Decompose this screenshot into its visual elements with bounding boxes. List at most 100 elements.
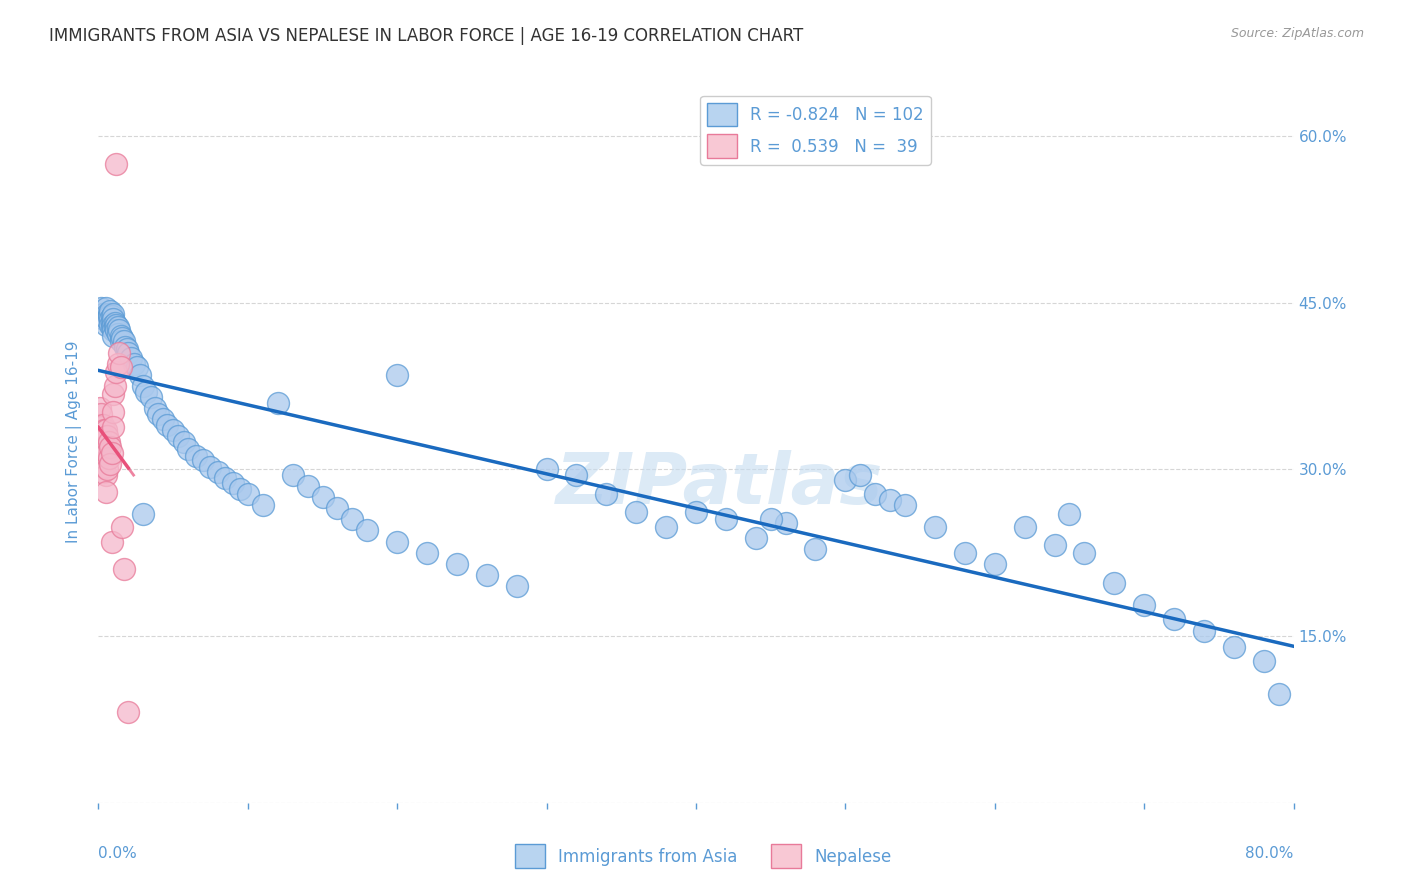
Point: [1133, 598, 1156, 612]
Point: [236, 487, 259, 501]
Point: [148, 407, 170, 421]
Point: [93, 442, 115, 457]
Point: [475, 568, 498, 582]
Point: [98, 318, 122, 332]
Point: [94, 484, 117, 499]
Point: [104, 379, 127, 393]
Point: [94, 453, 117, 467]
Point: [110, 334, 132, 349]
Point: [91, 417, 114, 432]
Point: [849, 467, 872, 482]
Point: [103, 323, 125, 337]
Point: [1163, 612, 1185, 626]
Legend: Immigrants from Asia, Nepalese: Immigrants from Asia, Nepalese: [508, 838, 898, 875]
Point: [105, 156, 128, 170]
Point: [129, 368, 152, 382]
Point: [1014, 520, 1036, 534]
Point: [108, 345, 131, 359]
Point: [152, 412, 174, 426]
Point: [685, 505, 707, 519]
Point: [416, 546, 439, 560]
Point: [110, 360, 132, 375]
Point: [97, 434, 120, 449]
Point: [96, 445, 118, 459]
Point: [98, 304, 122, 318]
Point: [96, 462, 118, 476]
Point: [595, 487, 617, 501]
Point: [281, 467, 304, 482]
Point: [184, 449, 207, 463]
Point: [89, 417, 111, 432]
Point: [105, 318, 128, 332]
Text: Source: ZipAtlas.com: Source: ZipAtlas.com: [1230, 27, 1364, 40]
Point: [96, 429, 118, 443]
Point: [93, 424, 115, 438]
Point: [98, 440, 122, 454]
Point: [97, 451, 120, 466]
Point: [103, 307, 125, 321]
Point: [953, 546, 976, 560]
Point: [97, 309, 120, 323]
Point: [1059, 507, 1081, 521]
Point: [156, 417, 179, 432]
Point: [536, 462, 558, 476]
Point: [267, 395, 290, 409]
Point: [91, 465, 114, 479]
Point: [173, 434, 195, 449]
Point: [94, 318, 117, 332]
Point: [1253, 653, 1275, 667]
Point: [91, 434, 114, 449]
Point: [894, 498, 917, 512]
Point: [326, 501, 349, 516]
Point: [166, 429, 188, 443]
Point: [90, 420, 112, 434]
Point: [191, 453, 214, 467]
Point: [143, 401, 166, 416]
Point: [385, 368, 409, 382]
Point: [120, 351, 142, 366]
Point: [565, 467, 588, 482]
Point: [94, 301, 117, 315]
Point: [90, 301, 112, 315]
Point: [135, 384, 157, 399]
Point: [112, 562, 135, 576]
Point: [207, 465, 229, 479]
Point: [1104, 575, 1126, 590]
Point: [311, 490, 333, 504]
Point: [865, 487, 887, 501]
Point: [103, 420, 125, 434]
Point: [834, 474, 856, 488]
Point: [297, 479, 319, 493]
Point: [804, 542, 827, 557]
Point: [759, 512, 782, 526]
Point: [103, 312, 125, 326]
Point: [101, 320, 124, 334]
Point: [112, 334, 135, 349]
Point: [222, 475, 245, 490]
Point: [101, 534, 124, 549]
Point: [114, 340, 136, 354]
Point: [94, 440, 117, 454]
Point: [506, 579, 529, 593]
Point: [342, 512, 364, 526]
Point: [96, 312, 118, 326]
Point: [98, 312, 122, 326]
Point: [124, 357, 146, 371]
Point: [103, 318, 125, 332]
Text: ZIPatlas: ZIPatlas: [557, 450, 883, 519]
Point: [626, 505, 648, 519]
Point: [98, 457, 122, 471]
Point: [103, 329, 125, 343]
Point: [107, 326, 129, 341]
Point: [90, 451, 112, 466]
Point: [745, 531, 768, 545]
Point: [1223, 640, 1246, 655]
Point: [94, 424, 117, 438]
Y-axis label: In Labor Force | Age 16-19: In Labor Force | Age 16-19: [66, 340, 83, 543]
Point: [1073, 546, 1095, 560]
Point: [111, 520, 134, 534]
Point: [90, 407, 112, 421]
Point: [93, 460, 115, 475]
Point: [714, 512, 737, 526]
Point: [117, 705, 139, 719]
